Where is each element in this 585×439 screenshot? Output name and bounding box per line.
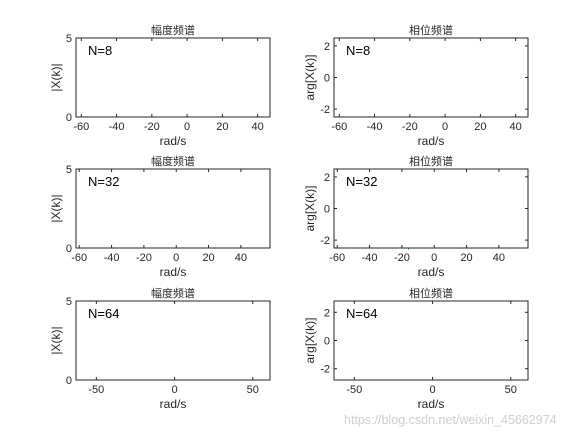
x-tick-label: 50 [247, 384, 259, 396]
x-tick-label: -40 [362, 252, 378, 264]
n-annotation: N=32 [88, 174, 119, 189]
x-axis-label: rad/s [418, 134, 445, 148]
axes-frame [333, 168, 529, 249]
subplot-6: -50 0 50 -2 0 2 相位频谱 rad/s arg[X(k)] N=64 [303, 286, 529, 411]
n-annotation: N=32 [346, 174, 377, 189]
n-annotation: N=64 [88, 306, 119, 321]
x-tick-label: 20 [460, 252, 472, 264]
subplot-3: -60 -40 -20 0 20 40 0 5 幅度频谱 rad/s |X(k)| N=32 [49, 154, 271, 279]
x-axis-label: rad/s [418, 265, 445, 279]
x-tick-label: 20 [474, 121, 486, 133]
watermark: https://blog.csdn.net/weixin_45662974 [344, 413, 557, 427]
x-tick-label: -20 [394, 252, 410, 264]
n-annotation: N=8 [88, 43, 112, 58]
x-tick-label: -60 [71, 252, 87, 264]
x-tick-label: 0 [173, 252, 179, 264]
x-tick-label: -40 [367, 121, 383, 133]
subplot-title: 相位频谱 [409, 23, 453, 37]
y-axis-label: arg[X(k)] [303, 54, 317, 100]
x-tick-label: 0 [430, 384, 436, 396]
x-tick-label: -60 [329, 252, 345, 264]
x-axis-label: rad/s [160, 397, 187, 411]
axes-frame [75, 300, 271, 381]
x-tick-label: -20 [144, 121, 160, 133]
x-tick-label: -20 [402, 121, 418, 133]
subplot-title: 幅度频谱 [151, 23, 195, 37]
axes-frame [75, 37, 271, 118]
y-tick-label: -2 [320, 104, 330, 116]
x-axis-label: rad/s [160, 265, 187, 279]
x-tick-label: -60 [73, 121, 89, 133]
x-tick-label: -60 [331, 121, 347, 133]
subplot-title: 幅度频谱 [151, 154, 195, 168]
subplot-title: 相位频谱 [409, 154, 453, 168]
x-tick-label: 0 [442, 121, 448, 133]
y-axis-label: |X(k)| [49, 194, 63, 222]
y-axis-label: arg[X(k)] [303, 317, 317, 363]
y-tick-label: 0 [324, 336, 330, 348]
axes-frame [333, 37, 529, 118]
n-annotation: N=8 [346, 43, 370, 58]
x-tick-label: -50 [346, 384, 362, 396]
y-axis-label: arg[X(k)] [303, 185, 317, 231]
x-tick-label: -40 [104, 252, 120, 264]
x-tick-label: 0 [184, 121, 190, 133]
subplot-1: -60 -40 -20 0 20 40 0 5 幅度频谱 rad/s |X(k)| N=8 [49, 23, 271, 148]
x-tick-label: 40 [252, 121, 264, 133]
x-tick-label: 40 [235, 252, 247, 264]
x-axis-label: rad/s [160, 134, 187, 148]
y-tick-label: 0 [66, 112, 72, 124]
y-tick-label: 0 [324, 204, 330, 216]
x-tick-label: 0 [431, 252, 437, 264]
y-tick-label: 2 [324, 172, 330, 184]
y-tick-label: -2 [320, 235, 330, 247]
y-tick-label: 2 [324, 307, 330, 319]
y-tick-label: -2 [320, 364, 330, 376]
y-tick-label: 0 [66, 243, 72, 255]
y-tick-label: 5 [66, 33, 72, 45]
y-axis-label: |X(k)| [49, 63, 63, 91]
subplot-5: -50 0 50 0 5 幅度频谱 rad/s |X(k)| N=64 [49, 286, 271, 411]
y-tick-label: 2 [324, 41, 330, 53]
x-tick-label: 20 [216, 121, 228, 133]
x-tick-label: 40 [510, 121, 522, 133]
x-tick-label: 40 [493, 252, 505, 264]
y-tick-label: 0 [66, 375, 72, 387]
x-tick-label: -50 [88, 384, 104, 396]
y-axis-label: |X(k)| [49, 326, 63, 354]
axes-frame [75, 168, 271, 249]
x-tick-label: 50 [505, 384, 517, 396]
x-tick-label: 20 [202, 252, 214, 264]
x-tick-label: -20 [136, 252, 152, 264]
axes-frame [333, 300, 529, 381]
x-axis-label: rad/s [418, 397, 445, 411]
subplot-title: 幅度频谱 [151, 286, 195, 300]
y-tick-label: 0 [324, 73, 330, 85]
y-tick-label: 5 [66, 296, 72, 308]
x-tick-label: 0 [172, 384, 178, 396]
n-annotation: N=64 [346, 306, 377, 321]
subplot-title: 相位频谱 [409, 286, 453, 300]
y-tick-label: 5 [66, 164, 72, 176]
x-tick-label: -40 [109, 121, 125, 133]
